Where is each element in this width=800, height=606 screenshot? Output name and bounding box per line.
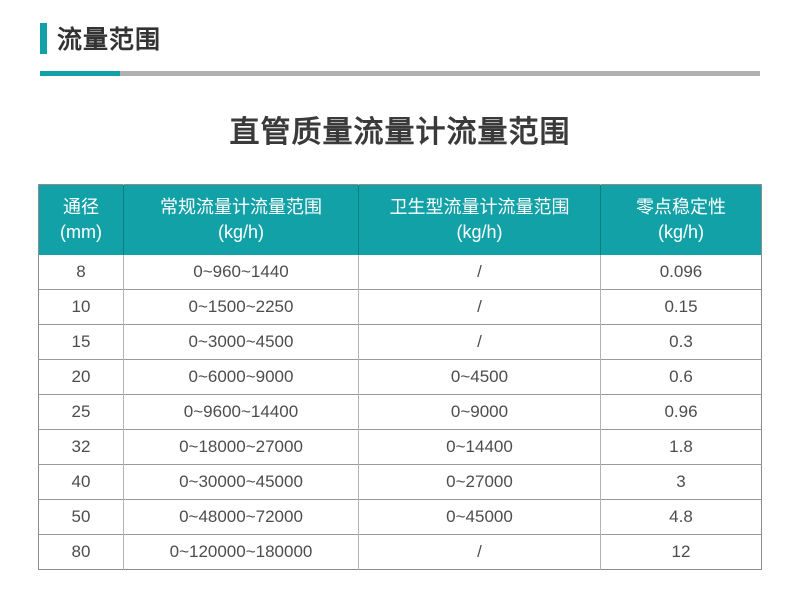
- header-row: 通径 (mm) 常规流量计流量范围 (kg/h) 卫生型流量计流量范围 (kg/…: [38, 184, 762, 255]
- table-cell: 0~3000~4500: [123, 324, 359, 360]
- table-cell: 0~120000~180000: [123, 534, 359, 570]
- table-cell: 32: [38, 429, 124, 465]
- table-title: 直管质量流量计流量范围: [229, 116, 571, 149]
- header-unit: (kg/h): [217, 222, 264, 242]
- table-cell: 0.6: [600, 359, 762, 395]
- table-cell: 0~14400: [358, 429, 601, 465]
- header-unit: (kg/h): [657, 222, 704, 242]
- header-label: 通径: [63, 197, 99, 217]
- table-cell: 0~1500~2250: [123, 289, 359, 325]
- table-cell: 50: [38, 499, 124, 535]
- table-cell: 10: [38, 289, 124, 325]
- table-cell: 0.15: [600, 289, 762, 325]
- table-cell: 20: [38, 359, 124, 395]
- table-cell: 40: [38, 464, 124, 500]
- table-row: 10 0~1500~2250 / 0.15: [38, 289, 762, 325]
- header-label: 卫生型流量计流量范围: [389, 197, 570, 217]
- table-row: 32 0~18000~27000 0~14400 1.8: [38, 429, 762, 465]
- table-row: 80 0~120000~180000 / 12: [38, 534, 762, 570]
- table-cell: 3: [600, 464, 762, 500]
- table-cell: /: [358, 534, 601, 570]
- table-cell: /: [358, 289, 601, 325]
- section-title: 流量范围: [57, 26, 162, 54]
- table-cell: 0~960~1440: [123, 255, 359, 290]
- divider-teal-segment: [40, 71, 120, 76]
- table-cell: 12: [600, 534, 762, 570]
- header-cell-zero-stability: 零点稳定性 (kg/h): [600, 184, 762, 255]
- table-row: 8 0~960~1440 / 0.096: [38, 255, 762, 290]
- table-cell: 0~27000: [358, 464, 601, 500]
- header-label: 常规流量计流量范围: [160, 197, 322, 217]
- table-cell: 0~9600~14400: [123, 394, 359, 430]
- page: 流量范围 直管质量流量计流量范围 通径 (mm) 常规流量计流量范围 (kg/h…: [0, 22, 800, 606]
- section-divider: [40, 71, 760, 76]
- table-row: 15 0~3000~4500 / 0.3: [38, 324, 762, 360]
- table-cell: 0~48000~72000: [123, 499, 359, 535]
- table-cell: 0~6000~9000: [123, 359, 359, 395]
- table-cell: /: [358, 255, 601, 290]
- table-cell: 15: [38, 324, 124, 360]
- header-unit: (kg/h): [456, 222, 503, 242]
- accent-bar: [40, 22, 47, 54]
- table-cell: 8: [38, 255, 124, 290]
- divider-gray-segment: [120, 71, 760, 76]
- table-cell: 0~9000: [358, 394, 601, 430]
- table-cell: 0.096: [600, 255, 762, 290]
- section-header: 流量范围: [40, 22, 760, 54]
- table-row: 25 0~9600~14400 0~9000 0.96: [38, 394, 762, 430]
- table-cell: 1.8: [600, 429, 762, 465]
- table-row: 50 0~48000~72000 0~45000 4.8: [38, 499, 762, 535]
- table-cell: 0.3: [600, 324, 762, 360]
- table-cell: 0~30000~45000: [123, 464, 359, 500]
- table-row: 40 0~30000~45000 0~27000 3: [38, 464, 762, 500]
- header-label: 零点稳定性: [636, 197, 726, 217]
- table-header: 通径 (mm) 常规流量计流量范围 (kg/h) 卫生型流量计流量范围 (kg/…: [38, 184, 762, 255]
- header-cell-sanitary-range: 卫生型流量计流量范围 (kg/h): [358, 184, 601, 255]
- header-cell-standard-range: 常规流量计流量范围 (kg/h): [123, 184, 359, 255]
- table-cell: /: [358, 324, 601, 360]
- flow-range-table: 通径 (mm) 常规流量计流量范围 (kg/h) 卫生型流量计流量范围 (kg/…: [38, 184, 762, 570]
- table-cell: 25: [38, 394, 124, 430]
- table-cell: 4.8: [600, 499, 762, 535]
- table-cell: 0~4500: [358, 359, 601, 395]
- table-cell: 0~45000: [358, 499, 601, 535]
- table-cell: 0.96: [600, 394, 762, 430]
- table-cell: 80: [38, 534, 124, 570]
- header-unit: (mm): [60, 222, 102, 242]
- table-cell: 0~18000~27000: [123, 429, 359, 465]
- table-body: 8 0~960~1440 / 0.096 10 0~1500~2250 / 0.…: [38, 255, 762, 570]
- header-cell-diameter: 通径 (mm): [38, 184, 124, 255]
- table-row: 20 0~6000~9000 0~4500 0.6: [38, 359, 762, 395]
